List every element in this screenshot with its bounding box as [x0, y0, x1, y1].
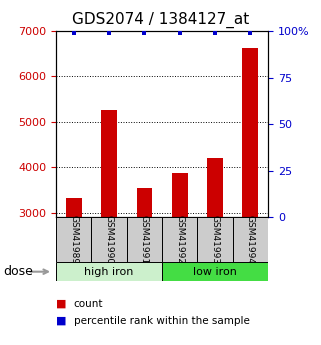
Bar [136, 188, 152, 217]
Bar [56, 217, 91, 262]
Text: high iron: high iron [84, 267, 134, 277]
Bar [162, 217, 197, 262]
Text: low iron: low iron [193, 267, 237, 277]
Text: GSM41992: GSM41992 [175, 215, 184, 264]
Text: dose: dose [3, 265, 33, 278]
Bar [172, 173, 188, 217]
Bar [127, 217, 162, 262]
Bar [66, 198, 82, 217]
Text: GDS2074 / 1384127_at: GDS2074 / 1384127_at [72, 12, 249, 28]
Text: GSM41990: GSM41990 [105, 215, 114, 264]
Text: GSM41989: GSM41989 [69, 215, 78, 264]
Bar [242, 48, 258, 217]
Bar [56, 262, 162, 281]
Text: GSM41991: GSM41991 [140, 215, 149, 264]
Text: ■: ■ [56, 316, 67, 326]
Bar [91, 217, 127, 262]
Bar [162, 262, 268, 281]
Bar [197, 217, 233, 262]
Bar [101, 110, 117, 217]
Bar [233, 217, 268, 262]
Text: GSM41994: GSM41994 [246, 215, 255, 264]
Text: GSM41993: GSM41993 [211, 215, 220, 264]
Text: ■: ■ [56, 299, 67, 308]
Bar [207, 158, 223, 217]
Text: count: count [74, 299, 103, 308]
Text: percentile rank within the sample: percentile rank within the sample [74, 316, 250, 326]
